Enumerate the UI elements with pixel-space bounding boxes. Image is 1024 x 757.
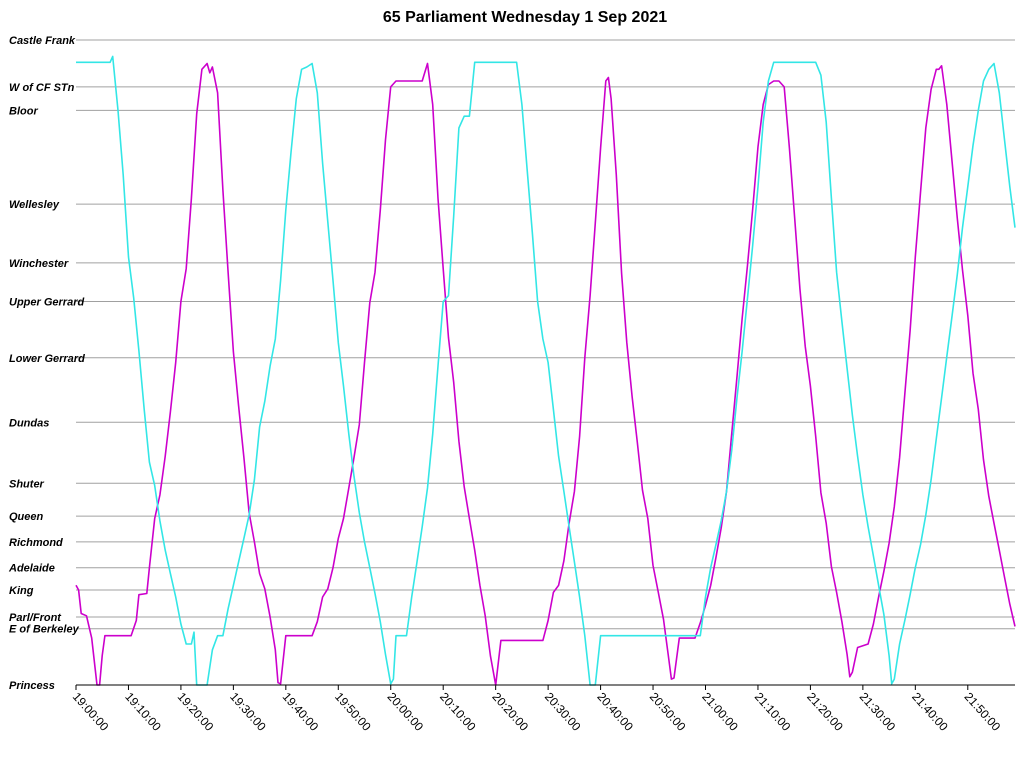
series-line-0 bbox=[75, 62, 1016, 686]
y-tick-label: Shuter bbox=[9, 478, 45, 490]
x-tick-label: 19:30:00 bbox=[227, 690, 269, 734]
chart-title: 65 Parliament Wednesday 1 Sep 2021 bbox=[383, 9, 667, 26]
x-tick-label: 21:00:00 bbox=[699, 690, 741, 734]
y-tick-label: Princess bbox=[9, 680, 55, 692]
x-tick-label: 21:40:00 bbox=[909, 690, 951, 734]
y-tick-label: Adelaide bbox=[8, 563, 55, 575]
y-tick-label: Castle Frank bbox=[9, 35, 76, 47]
x-tick-label: 21:30:00 bbox=[857, 690, 899, 734]
x-tick-label: 20:20:00 bbox=[489, 690, 531, 734]
x-tick-label: 19:50:00 bbox=[332, 690, 374, 734]
y-tick-label: Bloor bbox=[9, 105, 38, 117]
x-ticks: 19:00:00 19:10:00 19:20:00 19:30:00 19:40:00… bbox=[70, 685, 1004, 734]
x-tick-label: 21:10:00 bbox=[752, 690, 794, 734]
x-tick-label: 21:20:00 bbox=[804, 690, 846, 734]
x-tick-label: 20:00:00 bbox=[385, 690, 427, 734]
y-tick-label: Wellesley bbox=[9, 199, 60, 211]
y-tick-label: King bbox=[9, 585, 34, 597]
stop-labels: Castle Frank W of CF STn Bloor Wellesley Win… bbox=[8, 35, 85, 692]
y-tick-label: Queen bbox=[9, 511, 44, 523]
y-tick-label: Richmond bbox=[9, 537, 63, 549]
x-tick-label: 20:50:00 bbox=[647, 690, 689, 734]
x-tick-label: 20:40:00 bbox=[594, 690, 636, 734]
grid-layer bbox=[76, 39, 1015, 686]
y-tick-label: Upper Gerrard bbox=[9, 297, 84, 309]
y-tick-label: Dundas bbox=[9, 417, 49, 429]
x-tick-label: 19:20:00 bbox=[175, 690, 217, 734]
y-tick-label: Winchester bbox=[9, 258, 69, 270]
x-tick-label: 19:00:00 bbox=[70, 690, 112, 734]
x-tick-label: 20:10:00 bbox=[437, 690, 479, 734]
y-tick-label: Lower Gerrard bbox=[9, 353, 85, 365]
x-tick-label: 19:40:00 bbox=[280, 690, 322, 734]
y-tick-label: Parl/Front bbox=[9, 612, 62, 624]
series-line-1 bbox=[76, 55, 1016, 686]
x-tick-label: 21:50:00 bbox=[962, 690, 1004, 734]
y-tick-label: E of Berkeley bbox=[9, 624, 80, 636]
x-tick-label: 20:30:00 bbox=[542, 690, 584, 734]
x-tick-label: 19:10:00 bbox=[122, 690, 164, 734]
series-layer bbox=[75, 55, 1016, 686]
y-tick-label: W of CF STn bbox=[9, 82, 75, 94]
